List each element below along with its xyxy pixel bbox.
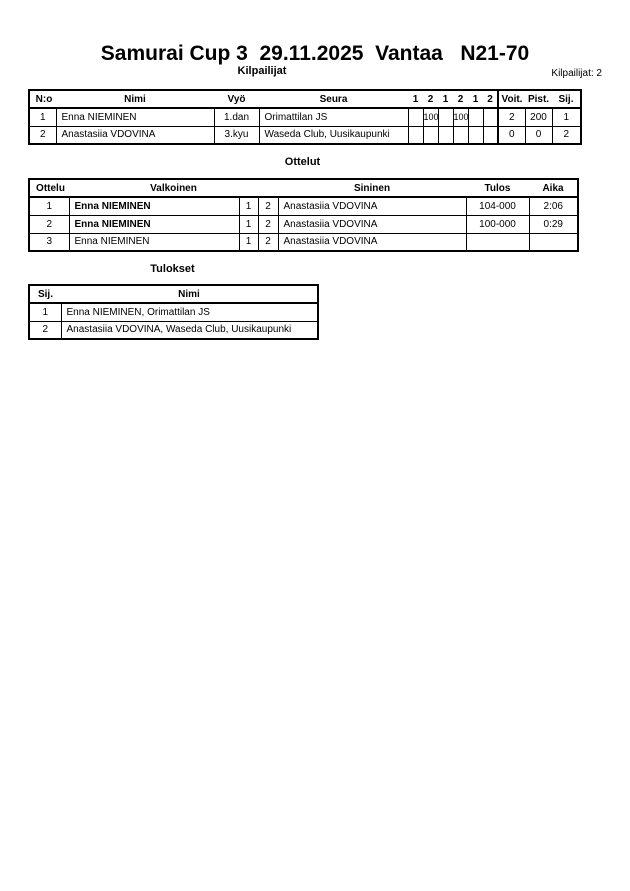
header-sij: Sij.	[29, 285, 61, 304]
ottelut-header-row: Ottelu Valkoinen Sininen Tulos Aika	[29, 179, 578, 198]
cell-voit: 2	[497, 107, 526, 127]
cell-pist: 200	[524, 107, 553, 127]
cell-pist: 0	[524, 125, 553, 145]
cell-sij: 1	[551, 107, 582, 127]
cell-score-4	[452, 125, 469, 145]
header-score-2: 2	[423, 90, 438, 109]
header-nimi: Nimi	[61, 285, 318, 304]
cell-score-1	[407, 107, 424, 127]
header-valkoinen: Valkoinen	[69, 179, 278, 198]
cell-seura: Orimattilan JS	[258, 107, 409, 127]
ottelut-row: 3 Enna NIEMINEN 1 2 Anastasiia VDOVINA	[28, 232, 579, 252]
header-score-1: 1	[408, 90, 423, 109]
ottelut-row: 1 Enna NIEMINEN 1 2 Anastasiia VDOVINA 1…	[28, 196, 579, 216]
cell-time	[528, 232, 579, 252]
competitors-count: Kilpailijat: 2	[551, 68, 602, 79]
cell-white-number: 1	[238, 232, 259, 252]
cell-nimi: Enna NIEMINEN	[55, 107, 215, 127]
cell-seura: Waseda Club, Uusikaupunki	[258, 125, 409, 145]
cell-match-number: 1	[28, 196, 70, 216]
cell-vyo: 3.kyu	[213, 125, 260, 145]
cell-score-3	[437, 107, 454, 127]
cell-blue-number: 2	[257, 196, 279, 216]
cell-result	[465, 232, 530, 252]
header-seura: Seura	[259, 90, 408, 109]
tulokset-header-row: Sij. Nimi	[29, 285, 318, 304]
cell-score-5	[467, 107, 484, 127]
cell-score-6	[482, 107, 499, 127]
cell-white-number: 1	[238, 196, 259, 216]
tulokset-table: Sij. Nimi 1 Enna NIEMINEN, Orimattilan J…	[28, 284, 319, 340]
header-sininen: Sininen	[278, 179, 466, 198]
header-nimi: Nimi	[56, 90, 214, 109]
cell-result: 100-000	[465, 214, 530, 234]
header-score-4: 2	[453, 90, 468, 109]
header-voit: Voit.	[497, 90, 525, 109]
cell-white-name: Enna NIEMINEN	[68, 196, 240, 216]
cell-time: 2:06	[528, 196, 579, 216]
cell-white-name: Enna NIEMINEN	[68, 214, 240, 234]
cell-blue-name: Anastasiia VDOVINA	[277, 196, 467, 216]
cell-score-2: 100	[422, 107, 439, 127]
cell-place: 1	[28, 302, 62, 322]
cell-result: 104-000	[465, 196, 530, 216]
cell-blue-number: 2	[257, 214, 279, 234]
cell-blue-number: 2	[257, 232, 279, 252]
kilpailijat-row: 1 Enna NIEMINEN 1.dan Orimattilan JS 100…	[28, 107, 582, 127]
header-score-6: 2	[483, 90, 498, 109]
cell-score-3	[437, 125, 454, 145]
cell-nimi: Anastasiia VDOVINA	[55, 125, 215, 145]
cell-white-name: Enna NIEMINEN	[68, 232, 240, 252]
tulokset-row: 1 Enna NIEMINEN, Orimattilan JS	[28, 302, 319, 322]
cell-match-number: 2	[28, 214, 70, 234]
cell-white-number: 1	[238, 214, 259, 234]
ottelut-table: Ottelu Valkoinen Sininen Tulos Aika 1 En…	[28, 178, 579, 252]
tulokset-row: 2 Anastasiia VDOVINA, Waseda Club, Uusik…	[28, 320, 319, 340]
kilpailijat-header-row: N:o Nimi Vyö Seura 1 2 1 2 1 2 Voit. Pis…	[29, 90, 581, 109]
cell-score-5	[467, 125, 484, 145]
header-sij: Sij.	[552, 90, 581, 109]
kilpailijat-row: 2 Anastasiia VDOVINA 3.kyu Waseda Club, …	[28, 125, 582, 145]
header-no: N:o	[29, 90, 56, 109]
header-score-3: 1	[438, 90, 453, 109]
cell-score-4: 100	[452, 107, 469, 127]
cell-name-club: Anastasiia VDOVINA, Waseda Club, Uusikau…	[60, 320, 319, 340]
cell-blue-name: Anastasiia VDOVINA	[277, 214, 467, 234]
section-title-kilpailijat: Kilpailijat	[237, 65, 287, 77]
header-vyo: Vyö	[214, 90, 259, 109]
header-score-5: 1	[468, 90, 483, 109]
cell-vyo: 1.dan	[213, 107, 260, 127]
cell-sij: 2	[551, 125, 582, 145]
cell-no: 2	[28, 125, 57, 145]
header-ottelu: Ottelu	[29, 179, 69, 198]
header-pist: Pist.	[525, 90, 552, 109]
page-title: Samurai Cup 3 29.11.2025 Vantaa N21-70	[100, 42, 530, 65]
cell-score-1	[407, 125, 424, 145]
cell-no: 1	[28, 107, 57, 127]
cell-score-6	[482, 125, 499, 145]
section-title-tulokset: Tulokset	[150, 263, 195, 275]
cell-score-2	[422, 125, 439, 145]
header-aika: Aika	[529, 179, 578, 198]
header-tulos: Tulos	[466, 179, 529, 198]
cell-voit: 0	[497, 125, 526, 145]
cell-match-number: 3	[28, 232, 70, 252]
ottelut-row: 2 Enna NIEMINEN 1 2 Anastasiia VDOVINA 1…	[28, 214, 579, 234]
section-title-ottelut: Ottelut	[284, 156, 321, 168]
cell-time: 0:29	[528, 214, 579, 234]
cell-place: 2	[28, 320, 62, 340]
cell-name-club: Enna NIEMINEN, Orimattilan JS	[60, 302, 319, 322]
cell-blue-name: Anastasiia VDOVINA	[277, 232, 467, 252]
kilpailijat-table: N:o Nimi Vyö Seura 1 2 1 2 1 2 Voit. Pis…	[28, 89, 582, 145]
